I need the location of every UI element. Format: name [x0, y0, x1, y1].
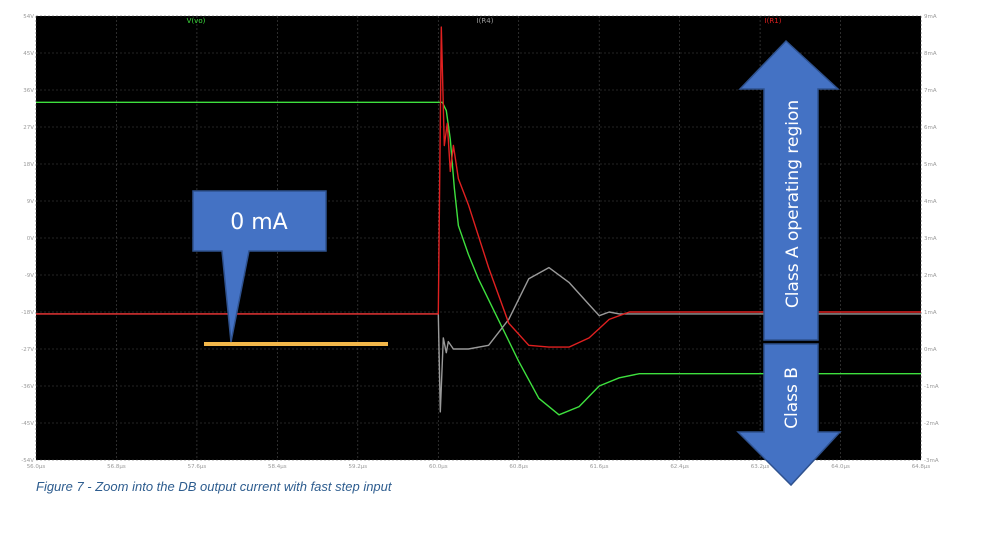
y-left-tick-label: 9V [27, 199, 34, 205]
tick-labels: 56.0µs 56.8µs 57.6µs 58.4µs 59.2µs 60.0µs 60.8… [21, 14, 939, 470]
y-left-tick-label: 27V [23, 125, 34, 131]
up-arrow [738, 39, 840, 341]
figure-caption: Figure 7 - Zoom into the DB output curre… [36, 479, 392, 494]
y-left-tick-label: 18V [23, 162, 34, 168]
x-tick-label: 64.8µs [912, 464, 931, 470]
class-b-label: Class B [782, 367, 802, 429]
y-right-tick-label: 0mA [924, 347, 937, 353]
y-left-tick-label: 45V [23, 51, 34, 57]
y-right-tick-label: -1mA [924, 384, 939, 390]
callout-shape [192, 190, 327, 343]
y-left-tick-label: -45V [21, 421, 34, 427]
y-left-tick-label: -18V [21, 310, 34, 316]
y-left-tick-label: -54V [21, 458, 34, 464]
y-right-tick-label: 2mA [924, 273, 937, 279]
legend-label-vo: V(vo) [187, 17, 206, 25]
class-a-arrow: Class A operating region [738, 39, 840, 341]
y-right-tick-label: 1mA [924, 310, 937, 316]
y-right-tick-label: -3mA [924, 458, 939, 464]
x-tick-label: 61.6µs [590, 464, 609, 470]
y-left-tick-label: -9V [25, 273, 34, 279]
series-lines [36, 26, 921, 416]
legend-label-ir1: I(R1) [765, 17, 782, 25]
y-right-tick-label: 4mA [924, 199, 937, 205]
x-tick-label: 58.4µs [268, 464, 287, 470]
y-right-tick-label: -2mA [924, 421, 939, 427]
y-right-tick-label: 7mA [924, 88, 937, 94]
x-tick-label: 62.4µs [670, 464, 689, 470]
down-arrow [736, 343, 842, 487]
class-a-label: Class A operating region [783, 100, 803, 308]
y-left-tick-label: 54V [23, 14, 34, 20]
x-tick-label: 56.0µs [27, 464, 46, 470]
y-left-tick-label: -27V [21, 347, 34, 353]
y-right-tick-label: 5mA [924, 162, 937, 168]
x-tick-label: 64.0µs [831, 464, 850, 470]
y-left-tick-label: 0V [27, 236, 34, 242]
y-right-tick-label: 9mA [924, 14, 937, 20]
y-left-tick-label: 36V [23, 88, 34, 94]
x-tick-label: 60.8µs [509, 464, 528, 470]
x-tick-label: 57.6µs [188, 464, 207, 470]
y-right-tick-label: 6mA [924, 125, 937, 131]
series-line-i-r4 [36, 266, 921, 413]
legend-label-ir4: I(R4) [477, 17, 494, 25]
zero-ma-callout: 0 mA [192, 190, 327, 343]
y-right-tick-label: 8mA [924, 51, 937, 57]
series-line-v-vo [36, 101, 921, 416]
x-tick-label: 59.2µs [349, 464, 368, 470]
class-b-arrow: Class B [736, 343, 842, 487]
callout-text: 0 mA [230, 210, 287, 235]
legend: V(vo) I(R4) I(R1) [187, 17, 782, 25]
series-line-i-r1 [36, 26, 921, 348]
y-left-tick-label: -36V [21, 384, 34, 390]
x-tick-label: 63.2µs [751, 464, 770, 470]
x-tick-label: 56.8µs [107, 464, 126, 470]
x-tick-label: 60.0µs [429, 464, 448, 470]
y-right-tick-label: 3mA [924, 236, 937, 242]
